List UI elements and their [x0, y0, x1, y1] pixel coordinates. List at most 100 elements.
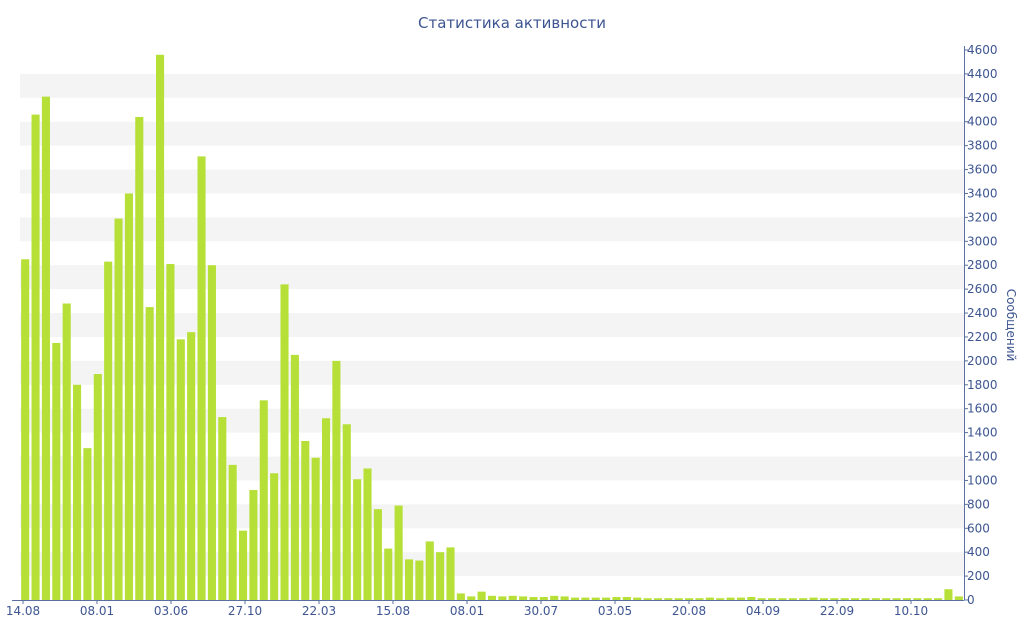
y-tick-label: 2600: [967, 282, 998, 296]
y-tick-label: 2400: [967, 306, 998, 320]
grid-band: [20, 169, 964, 194]
y-tick-labels: 0 200 400 600 800 1000 1200 1400 1600 1800 2000 220…: [967, 43, 998, 607]
y-axis-label: Сообщений: [1004, 289, 1018, 362]
bar: [560, 596, 569, 600]
y-tick-label: 400: [967, 545, 990, 559]
bar: [716, 598, 725, 600]
bar: [280, 284, 289, 600]
bar: [664, 598, 673, 600]
y-tick-label: 1000: [967, 473, 998, 487]
bar: [114, 218, 123, 600]
bar: [685, 598, 694, 600]
y-tick-label: 4400: [967, 67, 998, 81]
grid-band: [20, 408, 964, 433]
bar: [425, 541, 434, 600]
bar: [62, 303, 71, 600]
bar: [778, 598, 787, 600]
bar: [695, 598, 704, 600]
x-tick-label: 30.07: [524, 604, 558, 618]
axes: [12, 46, 968, 604]
bar: [456, 593, 465, 600]
bar: [83, 448, 92, 600]
bar: [643, 598, 652, 600]
bar: [353, 479, 362, 600]
bar: [93, 374, 102, 600]
bar: [31, 114, 40, 600]
bar: [581, 597, 590, 600]
x-tick-label: 03.05: [598, 604, 632, 618]
bar: [41, 96, 50, 600]
bar: [923, 598, 932, 600]
bar: [363, 468, 372, 600]
bar: [747, 597, 756, 600]
bar: [612, 597, 621, 600]
y-tick-label: 3000: [967, 234, 998, 248]
y-tick-label: 3200: [967, 210, 998, 224]
bar: [851, 598, 860, 600]
bar: [21, 259, 30, 600]
bar: [622, 597, 631, 600]
bar: [913, 598, 922, 600]
bar: [840, 598, 849, 600]
bar: [954, 596, 963, 600]
y-tick-label: 1200: [967, 450, 998, 464]
bar: [519, 596, 528, 600]
bar: [73, 384, 82, 600]
grid-band: [20, 217, 964, 242]
bar: [944, 589, 953, 600]
bar: [332, 360, 341, 600]
grid-band: [20, 456, 964, 481]
y-tick-label: 3600: [967, 163, 998, 177]
bar: [477, 591, 486, 600]
y-tick-label: 4600: [967, 43, 998, 57]
bar: [809, 597, 818, 600]
bar: [736, 597, 746, 600]
bar: [166, 264, 175, 600]
bar: [508, 595, 517, 600]
y-tick-label: 4200: [967, 91, 998, 105]
y-tick-label: 200: [967, 569, 990, 583]
grid-band: [20, 121, 964, 146]
bar: [187, 332, 196, 600]
bar: [156, 54, 165, 600]
bar: [207, 265, 216, 600]
bar: [124, 193, 133, 601]
x-tick-labels: 14.08 08.01 03.06 27.10 22.03 15.08 08.01 30.07…: [6, 604, 928, 618]
bar: [871, 598, 880, 600]
x-tick-label: 20.08: [672, 604, 706, 618]
bar: [218, 417, 227, 600]
x-tick-label: 15.08: [376, 604, 410, 618]
y-tick-label: 2800: [967, 258, 998, 272]
grid-band: [20, 73, 964, 98]
bar: [591, 597, 600, 600]
chart-title: Статистика активности: [418, 14, 606, 32]
bar: [270, 473, 279, 600]
bar: [249, 490, 258, 600]
y-tick-label: 800: [967, 497, 990, 511]
x-tick-label: 22.03: [302, 604, 336, 618]
y-tick-label: 600: [967, 521, 990, 535]
bar: [861, 598, 870, 600]
bar: [487, 595, 497, 600]
bar: [238, 530, 248, 600]
bar: [602, 597, 611, 600]
x-tick-label: 10.10: [894, 604, 928, 618]
y-tick-label: 2200: [967, 330, 998, 344]
grid-bands: [20, 73, 964, 577]
bar: [197, 156, 206, 600]
y-tick-label: 1400: [967, 426, 998, 440]
bar: [633, 597, 642, 600]
bar: [415, 560, 424, 600]
bars: [21, 54, 963, 601]
y-tick-label: 1800: [967, 378, 998, 392]
bar: [726, 597, 735, 600]
bar: [788, 598, 797, 600]
y-tick-label: 2000: [967, 354, 998, 368]
bar: [757, 598, 766, 600]
bar: [228, 464, 237, 600]
bar: [550, 595, 559, 600]
bar: [934, 598, 943, 600]
bar: [705, 597, 714, 600]
